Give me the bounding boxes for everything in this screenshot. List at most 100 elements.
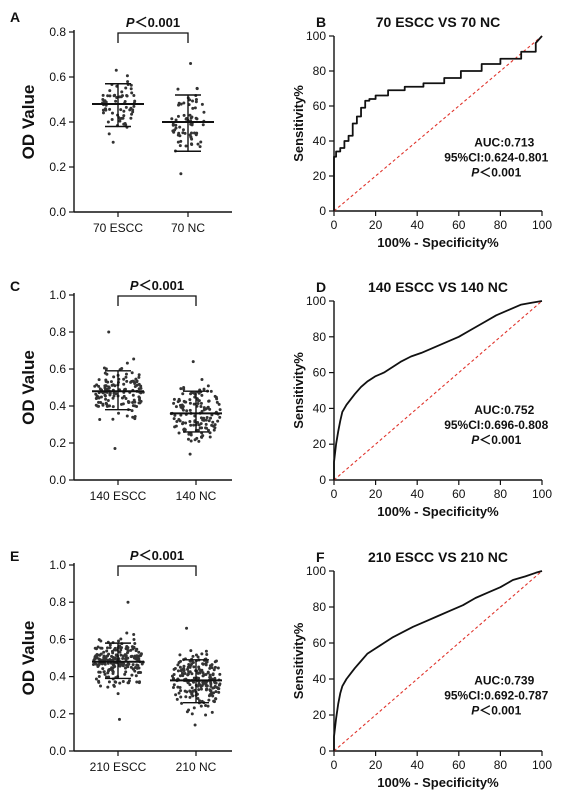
data-point xyxy=(132,93,136,97)
data-point xyxy=(120,90,124,94)
data-point xyxy=(137,681,141,685)
data-point xyxy=(184,117,188,121)
y-tick-label: 60 xyxy=(313,636,327,650)
data-point xyxy=(208,431,212,435)
data-point xyxy=(111,396,115,400)
data-point xyxy=(182,386,186,390)
auc-label: AUC:0.739 xyxy=(474,673,534,687)
data-point xyxy=(113,447,117,451)
data-point xyxy=(194,653,198,657)
roc-curve xyxy=(333,570,543,751)
data-point xyxy=(124,670,128,674)
data-point xyxy=(114,392,118,396)
data-point xyxy=(116,692,120,696)
significance-bracket xyxy=(117,565,197,576)
data-point xyxy=(101,93,105,97)
data-point xyxy=(178,674,182,678)
data-point xyxy=(107,330,111,334)
y-tick-label: 0.4 xyxy=(49,115,66,129)
data-point xyxy=(179,669,183,673)
data-point xyxy=(218,415,222,419)
data-point xyxy=(113,646,117,650)
data-point xyxy=(190,686,194,690)
data-point xyxy=(198,668,202,672)
data-point xyxy=(204,426,208,430)
data-point xyxy=(182,113,186,117)
data-point xyxy=(130,112,134,116)
data-point xyxy=(117,717,121,721)
data-point xyxy=(96,645,100,649)
data-point xyxy=(190,662,194,666)
data-point xyxy=(111,383,115,387)
data-point xyxy=(211,694,215,698)
data-point xyxy=(122,662,126,666)
data-point xyxy=(105,372,109,376)
data-point xyxy=(121,656,125,660)
data-point xyxy=(129,665,133,669)
data-point xyxy=(189,433,193,437)
data-point xyxy=(137,375,141,379)
data-point xyxy=(185,626,189,630)
reference-line xyxy=(333,35,543,212)
panel-E: E OD Value 0.0 0.2 0.4 0.6 0.8 1.0 210 ESCC 210 N… xyxy=(10,548,232,774)
data-point xyxy=(128,108,132,112)
x-tick-label: 100 xyxy=(532,758,552,772)
data-point xyxy=(173,413,177,417)
data-point xyxy=(199,422,203,426)
data-point xyxy=(126,656,130,660)
data-point xyxy=(201,123,205,127)
data-point xyxy=(118,119,122,123)
data-point xyxy=(114,99,118,103)
panel-F: F 210 ESCC VS 210 NC 00 20 20 40 40 60 60 80 80 100… xyxy=(291,549,552,790)
data-point xyxy=(126,600,130,604)
data-point xyxy=(132,646,136,650)
data-point xyxy=(111,666,115,670)
data-point xyxy=(108,89,112,93)
y-tick-label: 0 xyxy=(319,204,326,218)
panel-label: E xyxy=(10,548,19,564)
data-point xyxy=(193,106,197,110)
data-point xyxy=(188,683,192,687)
data-point xyxy=(179,139,183,143)
data-point xyxy=(129,87,133,91)
data-point xyxy=(178,686,182,690)
x-axis-label: 100% - Specificity% xyxy=(377,775,499,790)
data-point xyxy=(184,421,188,425)
data-point xyxy=(118,644,122,648)
data-point xyxy=(190,691,194,695)
data-point xyxy=(197,665,201,669)
data-point xyxy=(124,86,128,90)
x-tick-label: 40 xyxy=(411,487,425,501)
data-point xyxy=(118,664,122,668)
p-label: P＜0.001 xyxy=(471,433,521,447)
data-point xyxy=(189,439,193,443)
data-point xyxy=(125,631,129,635)
y-axis-label: OD Value xyxy=(19,350,38,425)
data-point xyxy=(107,386,111,390)
y-tick-label: 0 xyxy=(319,473,326,487)
p-symbol: P xyxy=(471,433,480,447)
data-point xyxy=(211,672,215,676)
data-point xyxy=(192,402,196,406)
x-tick-label: 60 xyxy=(452,758,466,772)
x-tick-label: 100 xyxy=(532,218,552,232)
data-point xyxy=(121,680,125,684)
x-axis-label: 100% - Specificity% xyxy=(377,504,499,519)
data-point xyxy=(201,671,205,675)
y-tick-label: 1.0 xyxy=(49,288,66,302)
x-tick-label: 20 xyxy=(369,487,383,501)
data-point xyxy=(204,418,208,422)
data-point xyxy=(111,417,115,421)
y-tick-label: 20 xyxy=(313,437,327,451)
data-point xyxy=(121,116,125,120)
y-tick-label: 0 xyxy=(319,744,326,758)
data-point xyxy=(192,131,196,135)
data-point xyxy=(198,699,202,703)
data-point xyxy=(95,394,99,398)
data-point xyxy=(186,681,190,685)
data-point xyxy=(125,645,129,649)
data-point xyxy=(198,671,202,675)
data-point xyxy=(191,360,195,364)
data-point xyxy=(176,133,180,137)
